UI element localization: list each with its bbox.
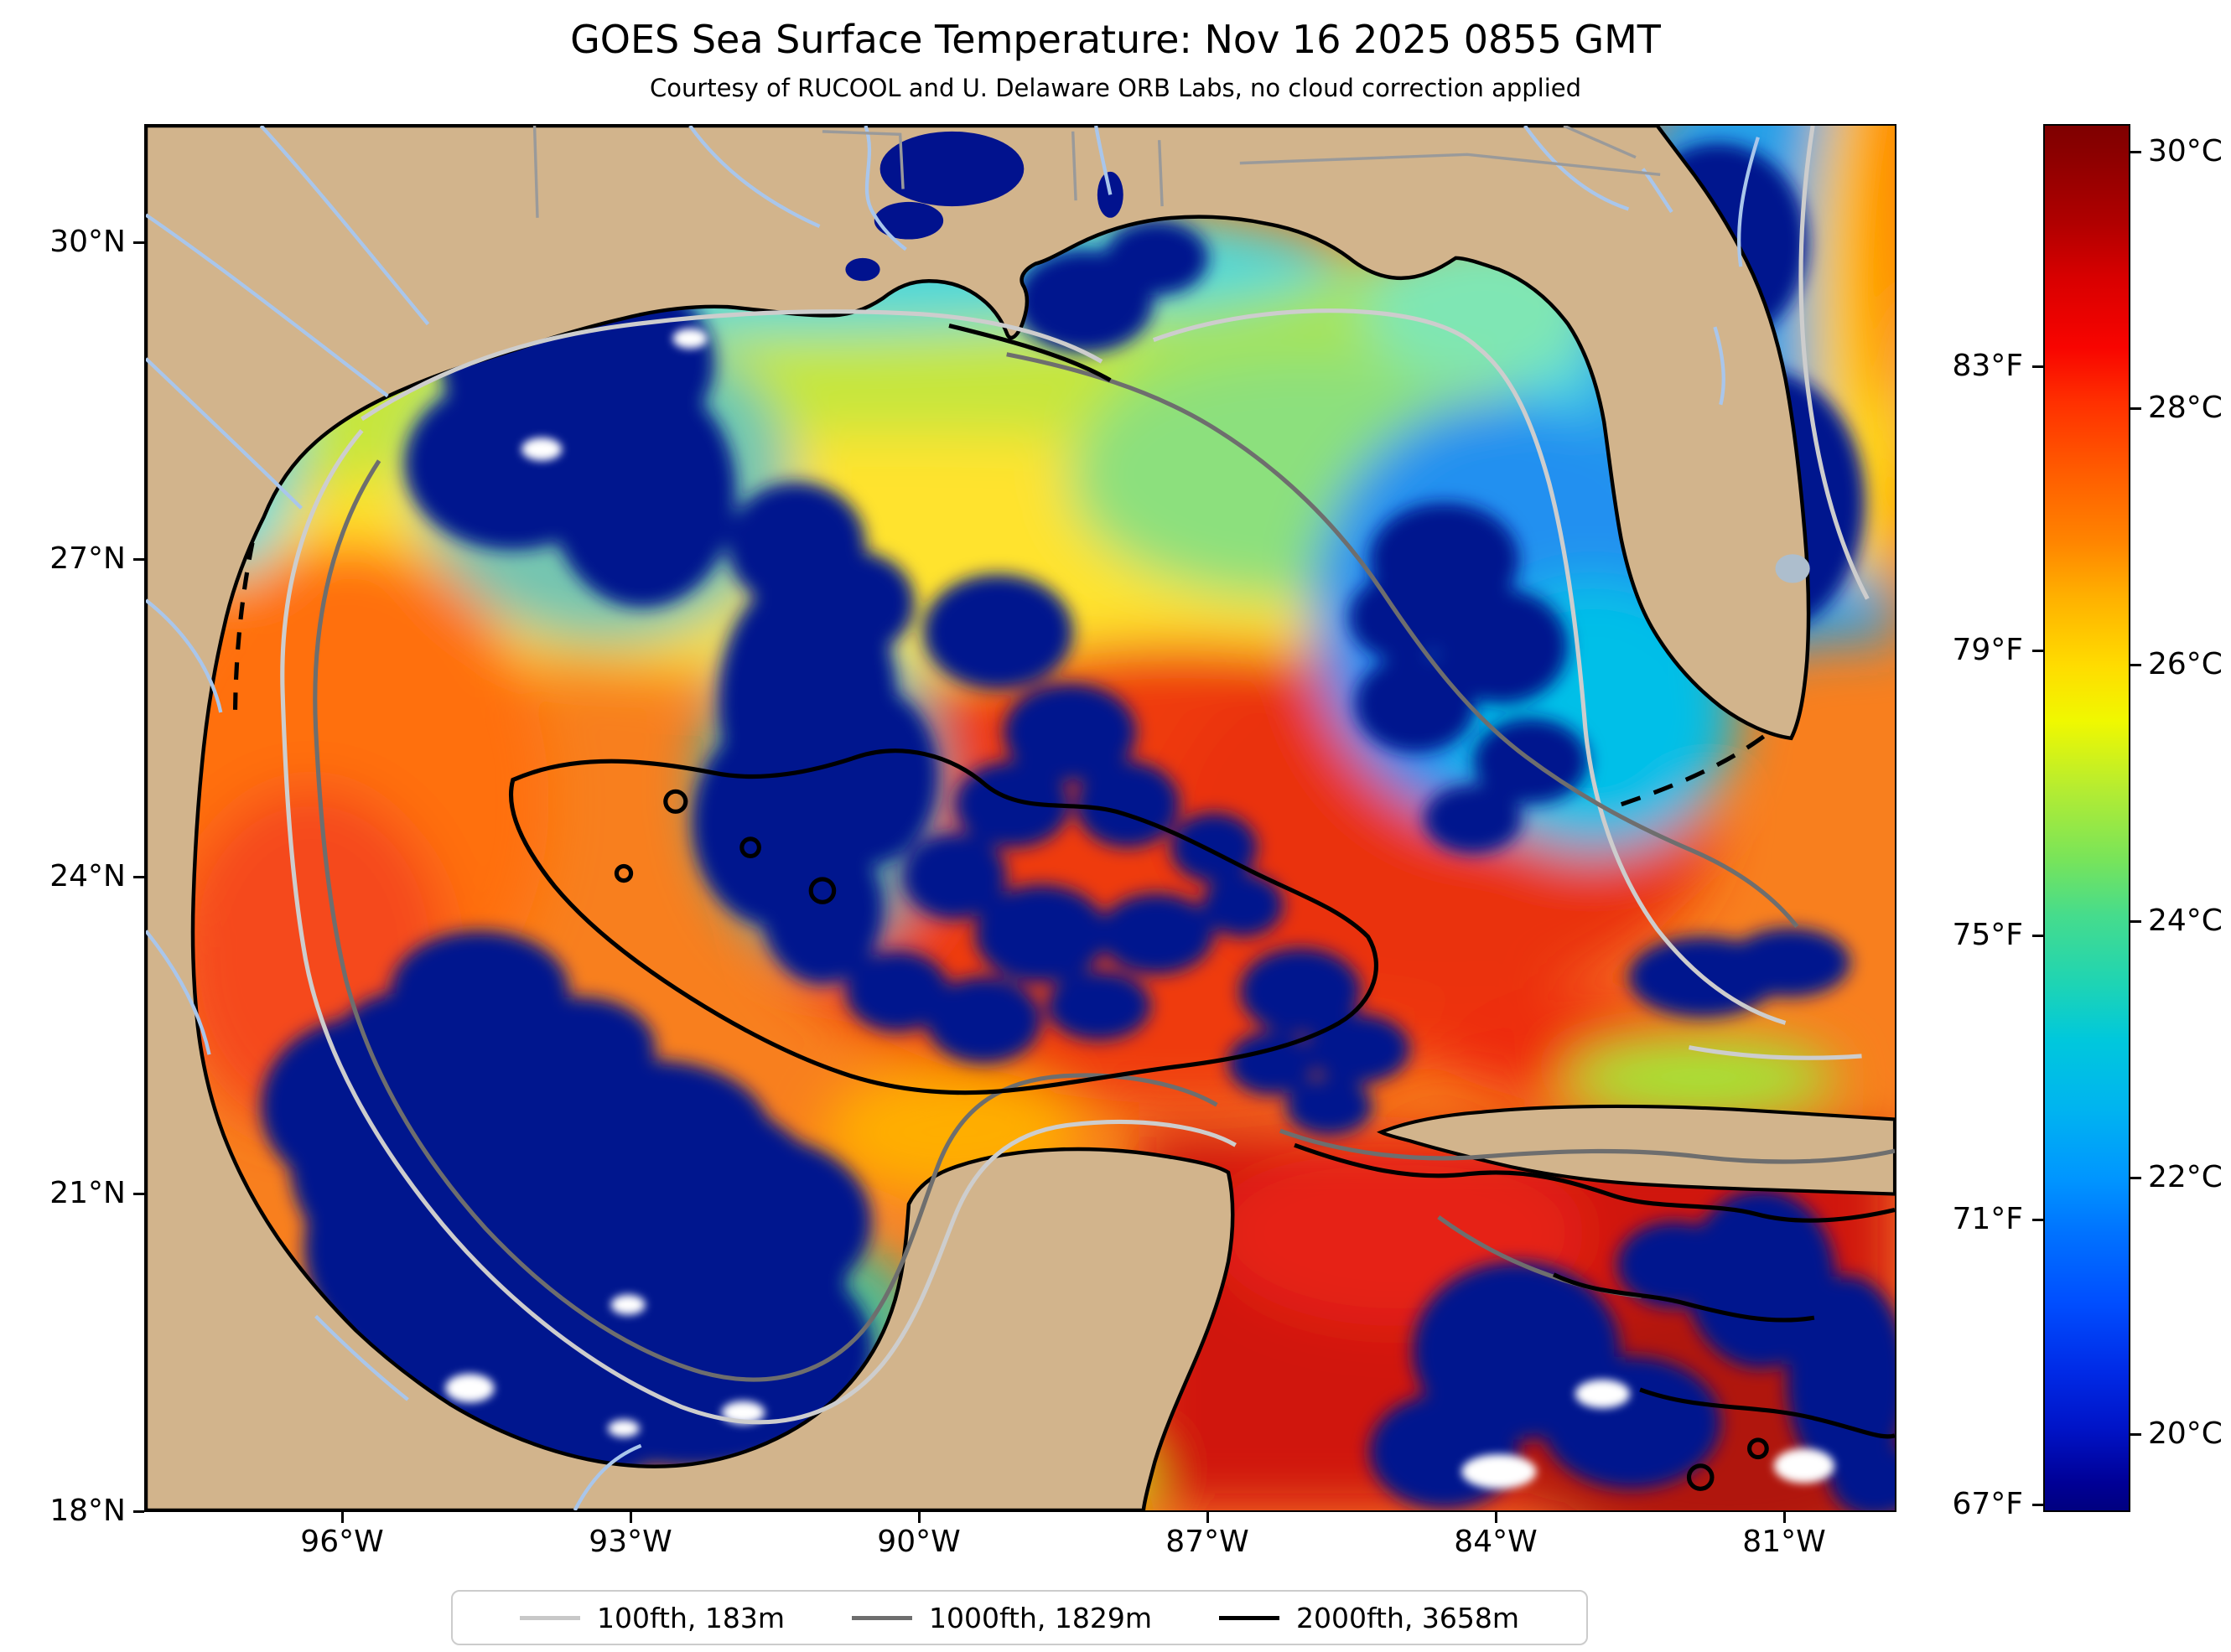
x-axis-tick-mark [1495,1512,1497,1523]
no-data-white-patches [445,328,1834,1489]
x-axis-tick-label: 87°W [1165,1525,1249,1559]
y-axis-tick-label: 18°N [49,1494,126,1528]
colorbar-fahrenheit-tick-mark [2032,1219,2043,1221]
x-axis-tick-mark [1206,1512,1209,1523]
colorbar-fahrenheit-tick-mark [2032,1504,2043,1506]
legend-label-2000fth: 2000fth, 3658m [1295,1601,1519,1634]
x-axis-tick-label: 93°W [589,1525,672,1559]
contour-2000fth [508,323,1895,1491]
map-plot-area [144,124,1896,1512]
legend-line-2000fth [1218,1615,1279,1620]
legend-line-1000fth [852,1615,912,1620]
legend-label-1000fth: 1000fth, 1829m [929,1601,1152,1634]
x-axis-tick-mark [630,1512,632,1523]
contour-100fth [280,126,1870,1425]
colorbar-celsius-label: 22°C [2148,1160,2223,1194]
legend-item-1000fth: 1000fth, 1829m [852,1602,1152,1634]
colorbar-celsius-tick-mark [2130,1433,2141,1436]
y-axis-tick-label: 24°N [49,859,126,893]
colorbar-fahrenheit-tick-mark [2032,365,2043,368]
colorbar-fahrenheit-label: 75°F [1952,918,2023,952]
y-axis-tick-mark [133,1510,144,1513]
colorbar-fahrenheit-label: 71°F [1952,1202,2023,1236]
x-axis-tick-mark [918,1512,921,1523]
legend-line-100fth [520,1615,580,1620]
legend-label-100fth: 100fth, 183m [597,1601,785,1634]
figure-title: GOES Sea Surface Temperature: Nov 16 202… [570,17,1661,62]
y-axis-tick-mark [133,1193,144,1195]
x-axis-tick-label: 81°W [1742,1525,1826,1559]
colorbar-celsius-tick-mark [2130,151,2141,153]
mainland-landmass [146,126,1811,1510]
state-borders [532,126,1661,218]
x-axis-tick-mark [1783,1512,1786,1523]
colorbar-celsius-tick-mark [2130,920,2141,923]
temperature-colorbar [2043,124,2130,1512]
legend-item-2000fth: 2000fth, 3658m [1218,1601,1519,1634]
colorbar-celsius-label: 24°C [2148,904,2223,938]
legend-item-100fth: 100fth, 183m [520,1602,785,1634]
contour-1000fth [313,352,1895,1382]
colorbar-fahrenheit-tick-mark [2032,650,2043,652]
x-axis-tick-label: 84°W [1454,1525,1538,1559]
colorbar-fahrenheit-label: 67°F [1952,1487,2023,1521]
sst-map-canvas [146,126,1895,1510]
rivers [146,126,1760,1510]
x-axis-tick-mark [341,1512,344,1523]
colorbar-celsius-tick-mark [2130,1177,2141,1179]
x-axis-tick-label: 90°W [877,1525,961,1559]
colorbar-celsius-tick-mark [2130,664,2141,666]
colorbar-fahrenheit-label: 83°F [1952,349,2023,383]
colorbar-celsius-label: 20°C [2148,1416,2223,1451]
lake-okeechobee [1775,554,1810,583]
colorbar-celsius-label: 30°C [2148,134,2223,168]
figure-subtitle: Courtesy of RUCOOL and U. Delaware ORB L… [649,74,1582,102]
y-axis-tick-mark [133,876,144,878]
colorbar-fahrenheit-label: 79°F [1952,633,2023,667]
y-axis-tick-mark [133,558,144,561]
colorbar-fahrenheit-tick-mark [2032,935,2043,937]
x-axis-tick-label: 96°W [300,1525,384,1559]
island-chains [232,541,1767,807]
colorbar-celsius-tick-mark [2130,407,2141,410]
colorbar-celsius-label: 26°C [2148,647,2223,681]
y-axis-tick-label: 30°N [49,225,126,259]
y-axis-tick-mark [133,241,144,244]
y-axis-tick-label: 27°N [49,541,126,576]
y-axis-tick-label: 21°N [49,1176,126,1210]
colorbar-celsius-label: 28°C [2148,391,2223,425]
bathymetry-legend: 100fth, 183m 1000fth, 1829m 2000fth, 365… [451,1590,1588,1645]
